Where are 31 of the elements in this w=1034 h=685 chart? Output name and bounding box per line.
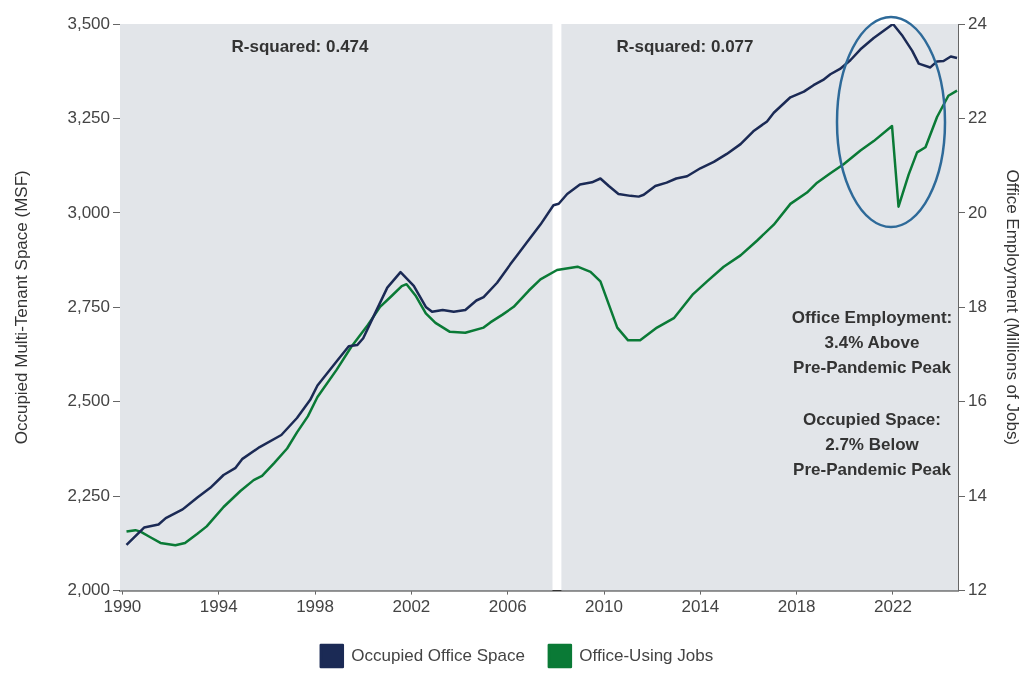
- y2-tick-label: 18: [968, 296, 987, 316]
- x-tick-label: 1994: [199, 597, 238, 617]
- y2-tick-label: 22: [968, 108, 987, 128]
- x-tick-label: 2006: [488, 597, 527, 617]
- y2-tick-label: 24: [968, 13, 987, 33]
- x-tick-label: 2002: [392, 597, 431, 617]
- x-tick-label: 2022: [874, 597, 912, 617]
- y-tick-label: 3,250: [67, 108, 110, 128]
- y-tick-label: 2,250: [67, 485, 110, 505]
- annotation: R-squared: 0.077: [616, 36, 754, 56]
- y-tick-label: 2,000: [67, 580, 110, 600]
- y2-tick-label: 20: [968, 202, 987, 222]
- x-tick-label: 1998: [296, 597, 334, 617]
- y2-tick-label: 14: [968, 485, 987, 505]
- x-tick-label: 2010: [585, 597, 623, 617]
- y-tick-label: 3,500: [67, 13, 110, 33]
- y-axis-title: Occupied Multi-Tenant Space (MSF): [11, 170, 31, 445]
- x-tick-label: 1990: [103, 597, 142, 617]
- annotation: Office Employment: 3.4% Above Pre-Pandemic Peak: [791, 307, 953, 377]
- annotation: Occupied Space: 2.7% Below Pre-Pandemic Peak: [793, 409, 952, 479]
- y-tick-label: 2,750: [67, 296, 110, 316]
- legend-label: Office-Using Jobs: [579, 645, 714, 665]
- x-tick-label: 2014: [681, 597, 720, 617]
- y2-axis-title: Office Employment (Millions of Jobs): [1003, 169, 1023, 446]
- legend-label: Occupied Office Space: [351, 645, 525, 665]
- y-tick-label: 3,000: [67, 202, 110, 222]
- y2-tick-label: 12: [968, 580, 987, 600]
- y-tick-label: 2,500: [67, 391, 110, 411]
- annotation: R-squared: 0.474: [231, 36, 370, 56]
- x-tick-label: 2018: [777, 597, 816, 617]
- y2-tick-label: 16: [968, 391, 987, 411]
